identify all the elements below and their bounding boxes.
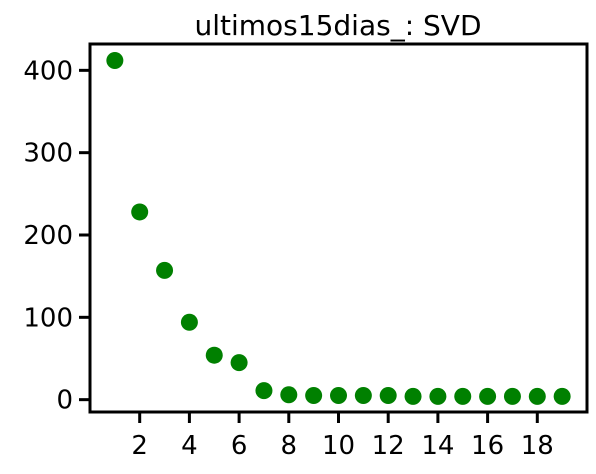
- data-point-3: [156, 261, 174, 279]
- data-point-17: [503, 387, 521, 405]
- y-tick-label: 100: [23, 303, 73, 333]
- data-point-11: [354, 387, 372, 405]
- x-tick-label: 10: [322, 431, 355, 461]
- data-point-6: [230, 354, 248, 372]
- x-tick-label: 6: [231, 431, 248, 461]
- data-point-9: [305, 387, 323, 405]
- data-point-15: [454, 387, 472, 405]
- data-point-12: [379, 387, 397, 405]
- data-point-2: [131, 203, 149, 221]
- data-point-18: [528, 387, 546, 405]
- y-tick-label: 300: [23, 139, 73, 169]
- x-tick-label: 14: [421, 431, 454, 461]
- data-point-5: [205, 346, 223, 364]
- y-tick-label: 400: [23, 56, 73, 86]
- x-tick-label: 2: [131, 431, 148, 461]
- data-point-7: [255, 382, 273, 400]
- x-tick-label: 8: [281, 431, 298, 461]
- data-point-16: [479, 387, 497, 405]
- data-point-14: [429, 387, 447, 405]
- x-tick-label: 18: [521, 431, 554, 461]
- data-point-19: [553, 387, 571, 405]
- x-axis-ticks: 2 4 6 8 10 12 14 16 18: [131, 412, 554, 461]
- data-point-1: [106, 51, 124, 69]
- data-point-8: [280, 386, 298, 404]
- y-tick-label: 0: [56, 386, 73, 416]
- data-point-10: [330, 387, 347, 405]
- chart-title: ultimos15dias_: SVD: [194, 9, 481, 42]
- data-points: [106, 51, 571, 405]
- data-point-13: [404, 387, 422, 405]
- x-tick-label: 16: [471, 431, 504, 461]
- plot-frame: [88, 42, 589, 414]
- data-point-4: [180, 313, 198, 331]
- y-tick-label: 200: [23, 221, 73, 251]
- y-axis-ticks: 0 100 200 300 400: [23, 56, 90, 416]
- x-tick-label: 12: [372, 431, 405, 461]
- x-tick-label: 4: [181, 431, 198, 461]
